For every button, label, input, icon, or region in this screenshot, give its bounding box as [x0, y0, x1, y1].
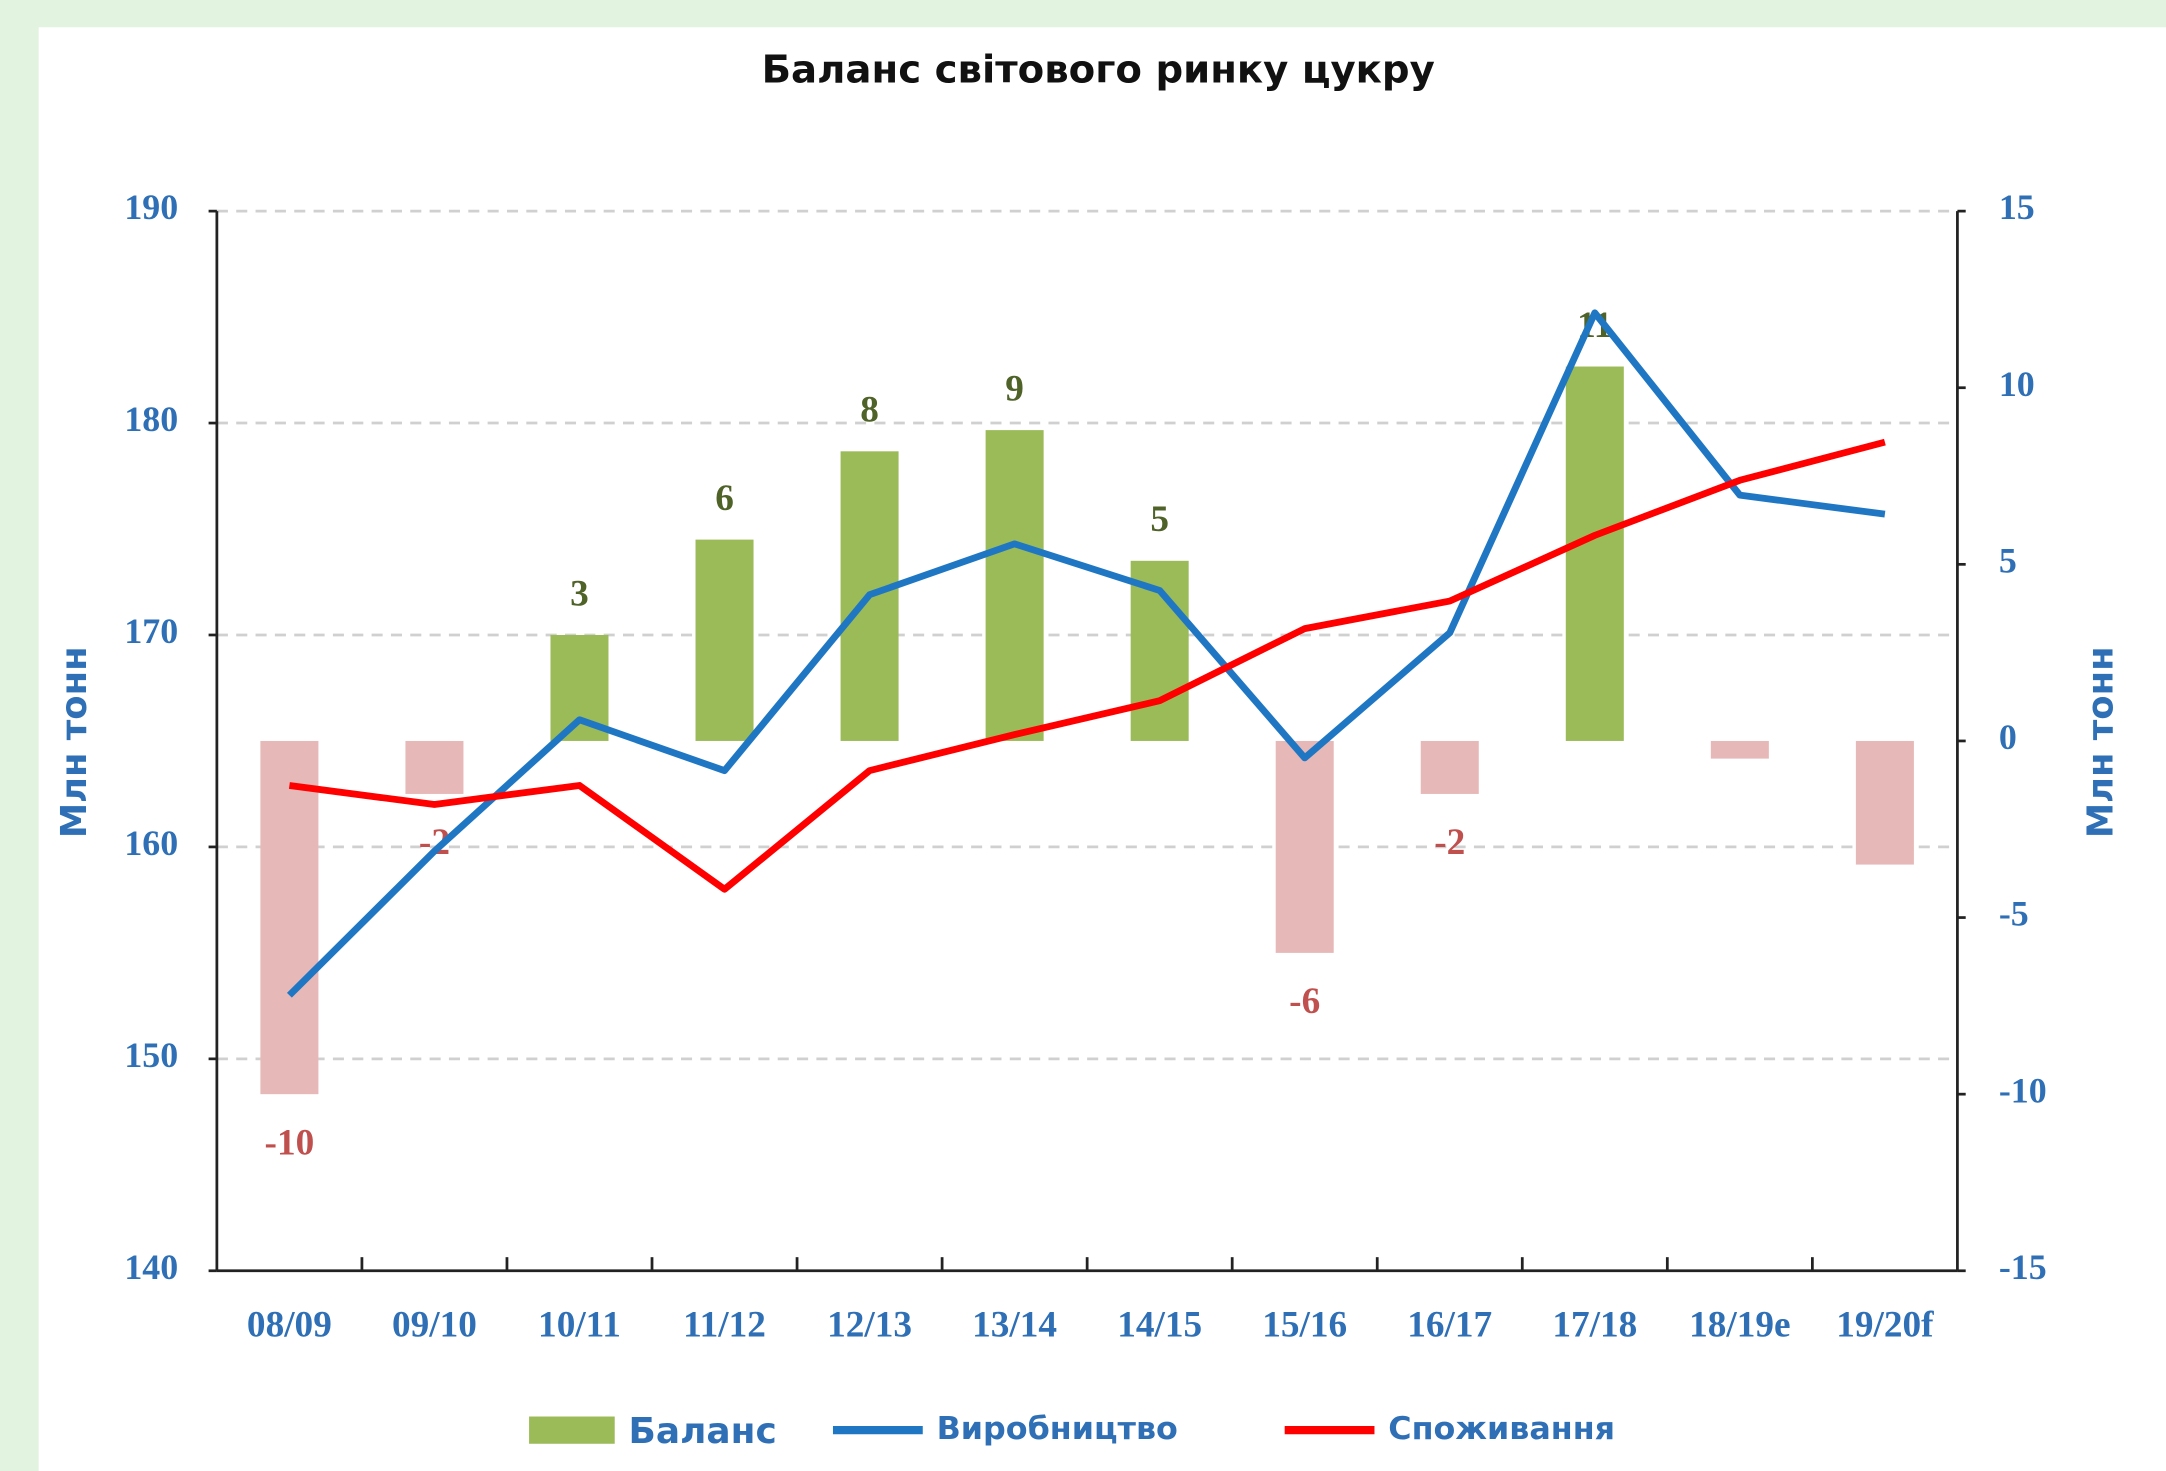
- x-tick-label: 19/20f: [1836, 1305, 1934, 1346]
- legend-label: Споживання: [1388, 1411, 1615, 1447]
- x-tick-label: 16/17: [1407, 1305, 1492, 1346]
- x-tick-label: 13/14: [972, 1305, 1057, 1346]
- line: [286, 309, 1886, 998]
- data-label: 9: [1005, 369, 1024, 410]
- data-label: 6: [715, 478, 734, 519]
- y-tick-label: 140: [124, 1247, 178, 1287]
- y-tick-label: 160: [124, 823, 178, 863]
- y2-tick-label: 15: [1999, 187, 2035, 227]
- data-label: 3: [570, 574, 589, 615]
- legend-label: Баланс: [629, 1411, 777, 1452]
- x-tick-label: 18/19e: [1689, 1305, 1790, 1346]
- y-tick-label: 190: [124, 187, 178, 227]
- y2-tick-label: -10: [1999, 1071, 2047, 1111]
- data-label: -6: [1289, 981, 1320, 1022]
- y2-tick-label: 5: [1999, 541, 2017, 581]
- data-label: -2: [1434, 822, 1465, 863]
- x-tick-label: 10/11: [538, 1305, 621, 1346]
- bar: [260, 740, 319, 1095]
- bar: [1275, 740, 1334, 953]
- chart-title: Баланс світового ринку цукру: [762, 48, 1435, 93]
- y2-tick-label: 0: [1999, 717, 2017, 757]
- bar: [1710, 740, 1769, 759]
- y-tick-label: 170: [124, 611, 178, 651]
- panel: [38, 27, 2166, 1471]
- bar: [1565, 366, 1624, 741]
- legend-label: Виробництво: [937, 1411, 1178, 1447]
- line: [288, 438, 1886, 893]
- bar: [1855, 740, 1914, 865]
- y-tick-label: 150: [124, 1035, 178, 1075]
- x-tick-label: 14/15: [1117, 1305, 1202, 1346]
- data-label: -10: [265, 1123, 315, 1164]
- y2-tick-label: -5: [1999, 894, 2029, 934]
- x-tick-label: 09/10: [392, 1305, 477, 1346]
- x-tick-label: 15/16: [1262, 1305, 1347, 1346]
- bar: [695, 539, 754, 741]
- bar: [405, 740, 464, 794]
- bar: [1420, 740, 1479, 794]
- x-tick-label: 12/13: [827, 1305, 912, 1346]
- y-axis-title: Млн тонн: [54, 646, 95, 838]
- y2-tick-label: 10: [1999, 364, 2035, 404]
- bar: [985, 430, 1044, 741]
- y2-axis-title: Млн тонн: [2080, 646, 2121, 838]
- data-label: 8: [860, 390, 879, 431]
- legend-swatch: [529, 1416, 615, 1444]
- x-tick-label: 08/09: [247, 1305, 332, 1346]
- y2-tick-label: -15: [1999, 1247, 2047, 1287]
- x-tick-label: 17/18: [1552, 1305, 1637, 1346]
- data-label: 5: [1150, 499, 1169, 540]
- x-tick-label: 11/12: [683, 1305, 766, 1346]
- y-tick-label: 180: [124, 399, 178, 439]
